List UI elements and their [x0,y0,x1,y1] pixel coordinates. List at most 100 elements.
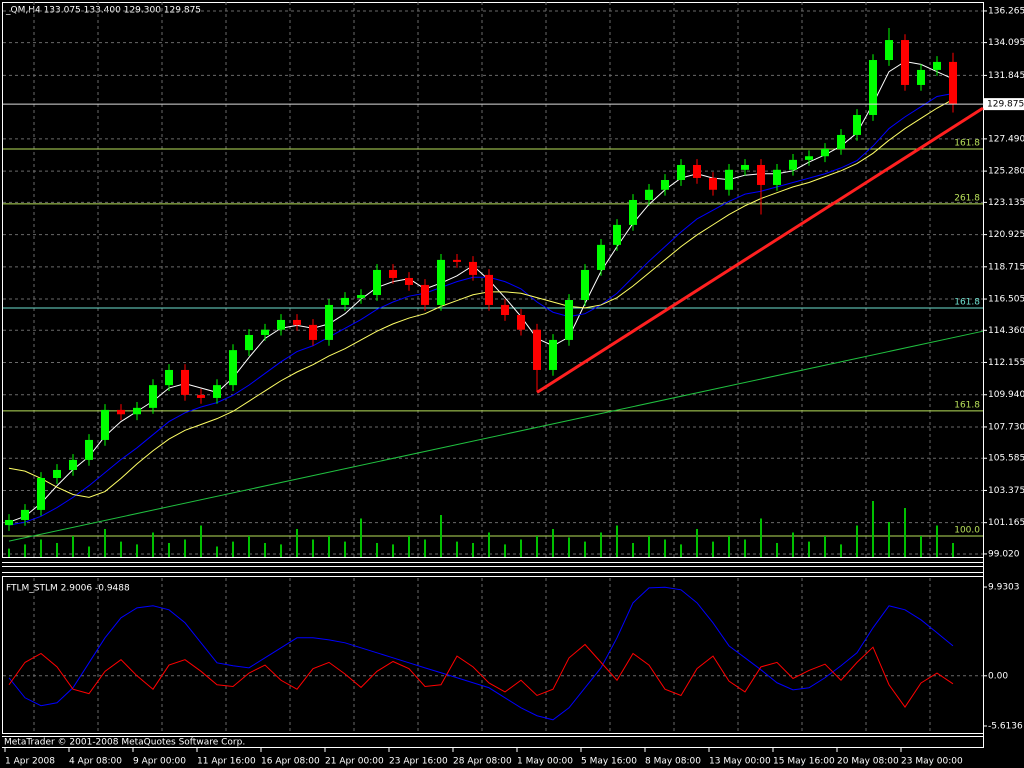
candle-body [469,261,477,275]
candle-body [709,177,717,190]
candle-body [821,148,829,157]
candle-body [597,244,605,270]
candle-body [181,369,189,395]
candle-body [325,304,333,340]
x-tick-label: 16 Apr 08:00 [261,757,320,767]
y-tick-label: 105.585 [988,454,1024,464]
bid-box [984,98,1024,111]
indicator-line [8,586,954,721]
candle-body [853,114,861,135]
candle-body [501,304,509,315]
candle-body [629,199,637,225]
y-tick-label: 127.490 [988,134,1024,144]
y-tick-label: 109.940 [988,390,1024,400]
candle-body [581,269,589,300]
candle-body [757,164,765,185]
moving-average [8,98,954,498]
x-tick-label: 23 Apr 16:00 [389,757,448,767]
y-tick-label: 0.00 [988,671,1008,681]
y-tick-label: 116.505 [988,295,1024,305]
y-tick-label: 99.020 [988,549,1020,559]
candle-body [341,297,349,305]
y-tick-label: 120.925 [988,230,1024,240]
fib-label: 261.8 [954,193,980,203]
trendline [536,106,984,394]
y-tick-label: 101.165 [988,518,1024,528]
candle-body [117,409,125,415]
candle-body [101,409,109,440]
candle-body [421,284,429,305]
footer: MetaTrader © 2001-2008 MetaQuotes Softwa… [4,738,245,748]
y-tick-label: 125.280 [988,167,1024,177]
candle-body [21,509,29,520]
candle-body [373,269,381,296]
x-tick-label: 1 Apr 2008 [5,757,55,767]
candle-body [677,164,685,181]
candle-body [837,134,845,149]
x-tick-label: 23 May 00:00 [901,757,963,767]
candle-body [661,180,669,190]
candle-body [309,324,317,340]
candle-body [949,61,957,105]
x-tick-label: 4 Apr 08:00 [69,757,122,767]
x-tick-label: 21 Apr 00:00 [325,757,384,767]
candle-body [133,407,141,415]
y-tick-label: 107.730 [988,422,1024,432]
indicator-line [8,643,954,708]
candle-body [437,259,445,305]
indicator-title: FTLM_STLM 2.9006 -0.9488 [6,584,130,594]
y-tick-label: 131.845 [988,71,1024,81]
candle-body [405,277,413,285]
candle-body [805,156,813,160]
candle-body [213,385,221,398]
y-tick-label: 112.155 [988,358,1024,368]
candle-body [565,299,573,340]
candle-body [533,329,541,370]
moving-average [8,93,954,526]
fib-label: 161.8 [954,400,980,410]
candle-body [453,259,461,262]
y-tick-label: 123.135 [988,198,1024,208]
candle-body [165,369,173,386]
y-tick-label: 103.375 [988,486,1024,496]
x-tick-label: 13 May 00:00 [709,757,771,767]
y-tick-label: 134.095 [988,38,1024,48]
x-tick-label: 8 May 08:00 [645,757,701,767]
candle-body [645,189,653,200]
candle-body [85,439,93,460]
x-tick-label: 9 Apr 00:00 [133,757,186,767]
trendline [8,330,984,542]
y-tick-label: 114.360 [988,326,1024,336]
candle-body [37,477,45,510]
candle-body [885,40,893,61]
candle-body [229,350,237,386]
y-tick-label: 136.265 [988,6,1024,16]
candle-body [197,394,205,398]
x-tick-label: 11 Apr 16:00 [197,757,256,767]
fib-label: 161.8 [954,298,980,308]
candle-body [725,169,733,190]
candle-body [789,159,797,170]
y-tick-label: 9.9303 [988,583,1020,593]
x-tick-label: 5 May 16:00 [581,757,637,767]
candle-body [389,269,397,278]
fib-label: 161.8 [954,138,980,148]
bid-label: 129.875 [987,100,1024,110]
candle-body [293,319,301,325]
candle-body [485,274,493,305]
candle-body [277,319,285,330]
candle-body [917,69,925,85]
candle-body [901,40,909,85]
y-tick-label: 118.715 [988,262,1024,272]
candle-body [357,295,365,298]
y-tick-label: -5.6136 [988,721,1023,731]
candle-body [869,60,877,115]
candle-body [149,385,157,408]
candle-body [261,329,269,335]
candle-body [5,519,13,526]
candle-body [741,164,749,170]
candle-body [245,334,253,351]
x-tick-label: 20 May 08:00 [837,757,899,767]
